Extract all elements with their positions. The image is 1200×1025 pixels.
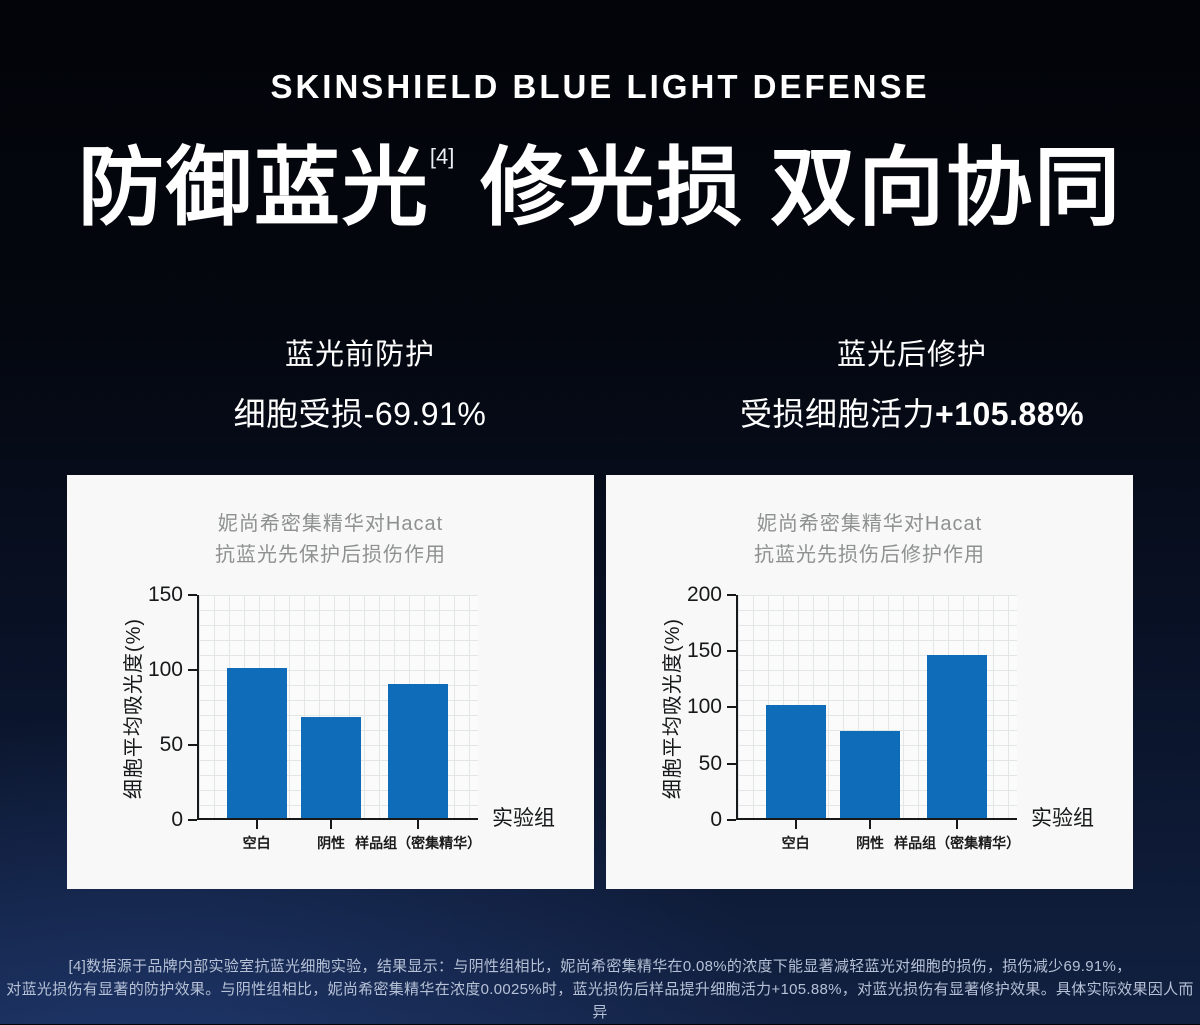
y-tick-label: 50 [698, 751, 722, 775]
x-axis-label: 实验组 [1031, 806, 1094, 830]
chart-title-line1: 妮尚希密集精华对Hacat [756, 512, 983, 535]
chart-card-repair: 妮尚希密集精华对Hacat 抗蓝光先损伤后修护作用 细胞平均吸光度(%) 0 50 1… [606, 474, 1133, 889]
bar-chart: 细胞平均吸光度(%) 0 50 100 150 200 空白 阴性 样品组（密集精华） 实验组 [606, 571, 1133, 871]
headline-footnote-marker: [4] [429, 144, 455, 169]
chart-title: 妮尚希密集精华对Hacat 抗蓝光先损伤后修护作用 [606, 475, 1133, 571]
bar [927, 654, 988, 818]
x-tick-label: 阴性 [317, 834, 346, 851]
footnote-line1: [4]数据源于品牌内部实验室抗蓝光细胞实验，结果显示：与阴性组相比，妮尚希密集精… [68, 957, 1132, 975]
x-tick-label: 空白 [242, 834, 271, 851]
y-tick-label: 0 [710, 807, 722, 831]
x-tick-label: 空白 [781, 834, 810, 851]
y-tick-mark [188, 668, 197, 671]
headline-part1: 防御蓝光 [77, 140, 430, 236]
claim-value-prefix: 细胞受损 [233, 395, 364, 432]
y-tick-label: 200 [686, 582, 722, 606]
bar [388, 684, 449, 818]
y-tick-label: 100 [686, 695, 722, 719]
x-tick-label: 样品组（密集精华） [355, 834, 482, 851]
y-axis-label: 细胞平均吸光度(%) [123, 617, 145, 799]
x-tick-label: 样品组（密集精华） [894, 834, 1021, 851]
plot-area: 细胞平均吸光度(%) 0 50 100 150 空白 阴性 样品组（密集精华） 实验组 [123, 583, 555, 851]
claim-title: 蓝光后修护 [836, 338, 987, 371]
bar [301, 717, 362, 818]
y-tick-label: 0 [171, 807, 183, 831]
plot-area: 细胞平均吸光度(%) 0 50 100 150 200 空白 阴性 样品组（密集精华） 实验组 [662, 583, 1094, 851]
brand-title: SKINSHIELD BLUE LIGHT DEFENSE [270, 68, 930, 105]
x-tick-mark [330, 819, 333, 829]
chart-title-line2: 抗蓝光先保护后损伤作用 [215, 543, 446, 566]
y-tick-mark [188, 593, 197, 596]
x-tick-mark [255, 819, 258, 829]
y-tick-mark [727, 762, 736, 765]
chart-title: 妮尚希密集精华对Hacat 抗蓝光先保护后损伤作用 [67, 475, 594, 571]
y-tick-mark [727, 650, 736, 653]
y-tick-mark [727, 818, 736, 821]
x-tick-mark [794, 819, 797, 829]
chart-title-line1: 妮尚希密集精华对Hacat [217, 512, 444, 535]
y-tick-label: 150 [147, 582, 183, 606]
headline-part2: 修光损 双向协同 [454, 140, 1123, 236]
y-tick-mark [727, 706, 736, 709]
claims-row: 蓝光前防护 细胞受损-69.91% 蓝光后修护 受损细胞活力+105.88% [0, 331, 1200, 435]
claim-value-number: +105.88% [935, 395, 1085, 432]
claim-block-protection: 蓝光前防护 细胞受损-69.91% [60, 331, 660, 435]
footnote-line2: 对蓝光损伤有显著的防护效果。与阴性组相比，妮尚希密集精华在浓度0.0025%时，… [6, 981, 1194, 1022]
y-tick-mark [188, 743, 197, 746]
y-tick-label: 150 [686, 639, 722, 663]
chart-cards-row: 妮尚希密集精华对Hacat 抗蓝光先保护后损伤作用 细胞平均吸光度(%) 0 50 1… [0, 474, 1200, 889]
y-tick-mark [727, 593, 736, 596]
y-tick-label: 50 [159, 732, 183, 756]
chart-title-line2: 抗蓝光先损伤后修护作用 [754, 543, 985, 566]
bar [226, 667, 287, 818]
bar [840, 731, 901, 818]
footnote: [4]数据源于品牌内部实验室抗蓝光细胞实验，结果显示：与阴性组相比，妮尚希密集精… [0, 955, 1200, 1025]
y-tick-mark [188, 818, 197, 821]
bar-chart: 细胞平均吸光度(%) 0 50 100 150 空白 阴性 样品组（密集精华） 实验组 [67, 571, 594, 871]
bar [765, 705, 826, 818]
claim-value: 受损细胞活力+105.88% [612, 389, 1200, 435]
x-tick-mark [869, 819, 872, 829]
claim-value-prefix: 受损细胞活力 [739, 395, 935, 432]
x-tick-mark [956, 819, 959, 829]
x-tick-mark [417, 819, 420, 829]
headline: 防御蓝光[4] 修光损 双向协同 [0, 142, 1200, 235]
claim-value-number: -69.91% [363, 395, 487, 432]
y-tick-label: 100 [147, 657, 183, 681]
chart-card-protection: 妮尚希密集精华对Hacat 抗蓝光先保护后损伤作用 细胞平均吸光度(%) 0 50 1… [67, 474, 594, 889]
x-tick-label: 阴性 [856, 834, 885, 851]
claim-value: 细胞受损-69.91% [60, 389, 660, 435]
claim-block-repair: 蓝光后修护 受损细胞活力+105.88% [612, 331, 1200, 435]
x-axis-label: 实验组 [492, 806, 555, 830]
claim-title: 蓝光前防护 [284, 338, 435, 371]
